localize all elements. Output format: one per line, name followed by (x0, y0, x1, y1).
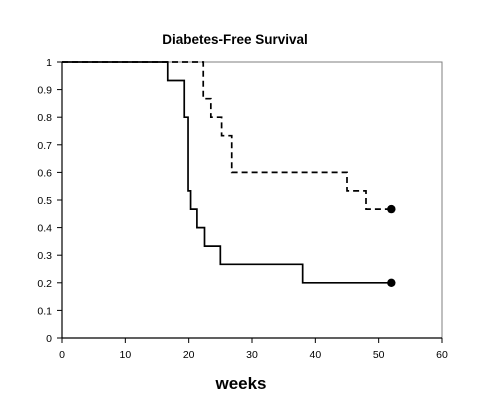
y-tick-label: 0.3 (37, 250, 52, 262)
x-tick-label: 0 (59, 349, 65, 361)
x-tick-label: 20 (183, 349, 195, 361)
series-line-1 (62, 61, 392, 210)
y-tick-label: 1 (46, 57, 52, 69)
y-tick-label: 0.1 (37, 305, 52, 317)
y-tick-label: 0.4 (37, 223, 52, 235)
x-tick-label: 50 (373, 349, 385, 361)
y-tick-label: 0 (46, 333, 52, 345)
x-tick-label: 60 (436, 349, 448, 361)
x-tick-label: 40 (309, 349, 321, 361)
plot-area: 00.10.20.30.40.50.60.70.80.910 10 20 30 40 50… (37, 57, 448, 361)
y-tick-label: 0.6 (37, 167, 52, 179)
series-end-marker-1 (387, 204, 396, 214)
y-tick-label: 0.7 (37, 140, 52, 152)
y-tick-label: 0.2 (37, 278, 52, 290)
x-tick-label: 10 (119, 349, 131, 361)
series-end-marker-2 (387, 278, 396, 287)
x-axis-label: weeks (214, 374, 266, 393)
y-tick-label: 0.5 (37, 195, 52, 207)
y-tick-label: 0.9 (37, 85, 52, 97)
x-tick-label: 30 (246, 349, 258, 361)
y-tick-label: 0.8 (37, 112, 52, 124)
chart-title: Diabetes-Free Survival (162, 32, 308, 47)
series-line-2 (62, 61, 392, 284)
plot-frame (61, 61, 443, 339)
